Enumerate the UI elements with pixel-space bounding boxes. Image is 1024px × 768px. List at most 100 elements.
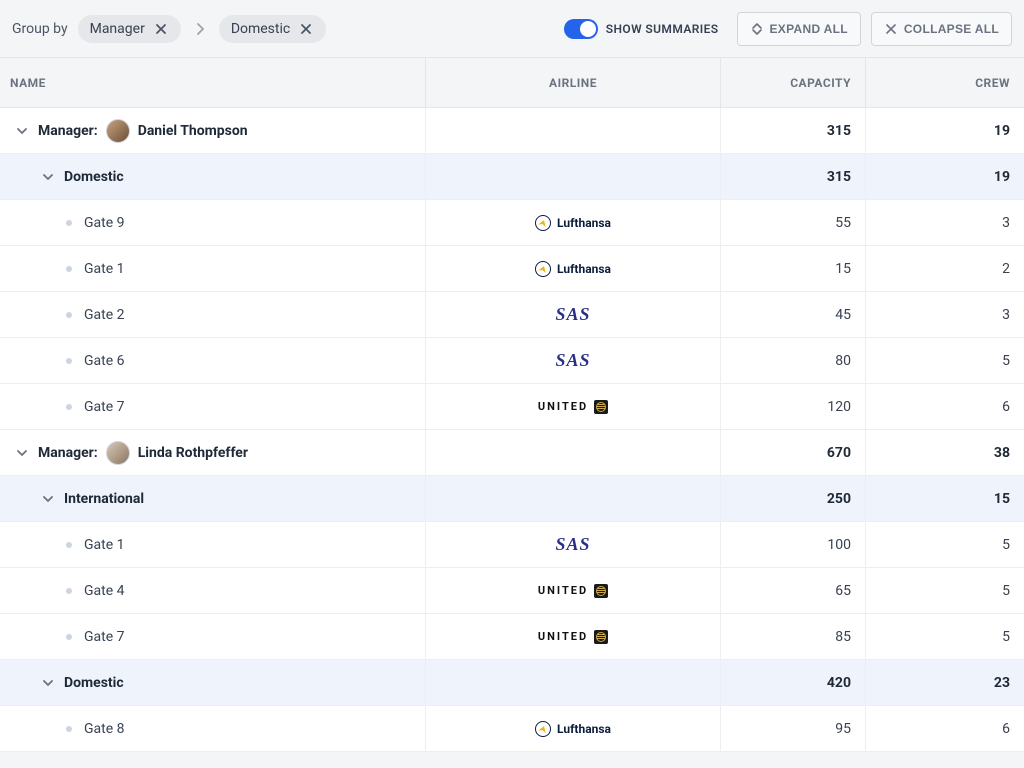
gate-name: Gate 1 xyxy=(84,261,125,277)
united-globe-icon xyxy=(594,584,608,598)
airline-united: UNITED xyxy=(538,584,608,598)
bullet-icon xyxy=(66,358,72,364)
airline-lufthansa: Lufthansa xyxy=(535,215,611,231)
manager-group-row[interactable]: Manager: Linda Rothpfeffer 67038 xyxy=(0,430,1024,476)
table-row[interactable]: Gate 8Lufthansa956 xyxy=(0,706,1024,752)
subgroup-row[interactable]: Domestic42023 xyxy=(0,660,1024,706)
united-globe-icon xyxy=(594,400,608,414)
bullet-icon xyxy=(66,312,72,318)
group-chip-manager[interactable]: Manager xyxy=(78,15,181,43)
crew-value: 5 xyxy=(865,614,1024,659)
crew-value: 6 xyxy=(865,706,1024,751)
bullet-icon xyxy=(66,726,72,732)
data-grid: Manager:Daniel Thompson31519Domestic3151… xyxy=(0,108,1024,752)
airline-label: Lufthansa xyxy=(557,722,611,736)
bullet-icon xyxy=(66,542,72,548)
airline-label: Lufthansa xyxy=(557,262,611,276)
manager-name: Daniel Thompson xyxy=(138,123,248,139)
crew-value: 5 xyxy=(865,522,1024,567)
manager-name: Linda Rothpfeffer xyxy=(138,445,248,461)
button-label: EXPAND ALL xyxy=(770,22,848,36)
airline-sas: SAS xyxy=(555,350,590,371)
united-globe-icon xyxy=(594,630,608,644)
chevron-down-icon[interactable] xyxy=(14,445,30,461)
airline-sas: SAS xyxy=(555,534,590,555)
capacity-value: 80 xyxy=(720,338,865,383)
avatar xyxy=(106,119,130,143)
table-row[interactable]: Gate 4 UNITED 655 xyxy=(0,568,1024,614)
bullet-icon xyxy=(66,404,72,410)
airline-label: UNITED xyxy=(538,584,588,597)
group-chip-domestic[interactable]: Domestic xyxy=(219,15,326,43)
table-row[interactable]: Gate 7 UNITED 1206 xyxy=(0,384,1024,430)
gate-name: Gate 1 xyxy=(84,537,125,553)
column-header-airline[interactable]: AIRLINE xyxy=(425,58,720,107)
airline-united: UNITED xyxy=(538,400,608,414)
column-header-name[interactable]: NAME xyxy=(0,76,425,90)
manager-group-row[interactable]: Manager: Daniel Thompson 31519 xyxy=(0,108,1024,154)
gate-name: Gate 2 xyxy=(84,307,125,323)
crew-value: 5 xyxy=(865,338,1024,383)
capacity-value: 65 xyxy=(720,568,865,613)
lufthansa-icon xyxy=(535,215,551,231)
table-row[interactable]: Gate 6SAS805 xyxy=(0,338,1024,384)
airline-label: UNITED xyxy=(538,400,588,413)
show-summaries-toggle[interactable]: SHOW SUMMARIES xyxy=(564,19,719,39)
manager-prefix: Manager: xyxy=(38,445,98,461)
table-row[interactable]: Gate 7 UNITED 855 xyxy=(0,614,1024,660)
capacity-value: 45 xyxy=(720,292,865,337)
gate-name: Gate 9 xyxy=(84,215,125,231)
chevron-down-icon[interactable] xyxy=(40,491,56,507)
toggle-label: SHOW SUMMARIES xyxy=(606,22,719,36)
toggle-switch-icon[interactable] xyxy=(564,19,598,39)
capacity-value: 120 xyxy=(720,384,865,429)
gate-name: Gate 7 xyxy=(84,399,125,415)
subgroup-label: International xyxy=(64,491,144,507)
summary-crew: 38 xyxy=(865,430,1024,475)
crew-value: 5 xyxy=(865,568,1024,613)
table-row[interactable]: Gate 9Lufthansa553 xyxy=(0,200,1024,246)
summary-capacity: 670 xyxy=(720,430,865,475)
airline-united: UNITED xyxy=(538,630,608,644)
capacity-value: 55 xyxy=(720,200,865,245)
gate-name: Gate 4 xyxy=(84,583,125,599)
summary-crew: 19 xyxy=(865,108,1024,153)
chevron-down-icon[interactable] xyxy=(40,169,56,185)
column-header-capacity[interactable]: CAPACITY xyxy=(720,58,865,107)
table-row[interactable]: Gate 1Lufthansa152 xyxy=(0,246,1024,292)
summary-capacity: 315 xyxy=(720,108,865,153)
column-header-crew[interactable]: CREW xyxy=(865,58,1024,107)
manager-prefix: Manager: xyxy=(38,123,98,139)
crew-value: 6 xyxy=(865,384,1024,429)
airline-lufthansa: Lufthansa xyxy=(535,721,611,737)
airline-label: SAS xyxy=(555,304,590,325)
collapse-all-button[interactable]: COLLAPSE ALL xyxy=(871,12,1012,46)
bullet-icon xyxy=(66,588,72,594)
column-header-row: NAME AIRLINE CAPACITY CREW xyxy=(0,58,1024,108)
chip-label: Domestic xyxy=(231,21,290,37)
table-row[interactable]: Gate 1 SAS 1005 xyxy=(0,522,1024,568)
table-row[interactable]: Gate 2 SAS 453 xyxy=(0,292,1024,338)
close-icon[interactable] xyxy=(298,21,314,37)
toolbar: Group by Manager Domestic SHOW SUMMARIES… xyxy=(0,0,1024,58)
expand-icon xyxy=(750,22,764,36)
capacity-value: 85 xyxy=(720,614,865,659)
airline-sas: SAS xyxy=(555,304,590,325)
expand-all-button[interactable]: EXPAND ALL xyxy=(737,12,861,46)
group-by-label: Group by xyxy=(12,21,68,37)
subgroup-row[interactable]: International25015 xyxy=(0,476,1024,522)
gate-name: Gate 7 xyxy=(84,629,125,645)
airline-label: SAS xyxy=(555,534,590,555)
subgroup-row[interactable]: Domestic31519 xyxy=(0,154,1024,200)
close-icon[interactable] xyxy=(153,21,169,37)
summary-crew: 15 xyxy=(865,476,1024,521)
capacity-value: 100 xyxy=(720,522,865,567)
crew-value: 3 xyxy=(865,292,1024,337)
chevron-down-icon[interactable] xyxy=(40,675,56,691)
bullet-icon xyxy=(66,634,72,640)
chevron-down-icon[interactable] xyxy=(14,123,30,139)
lufthansa-icon xyxy=(535,261,551,277)
button-label: COLLAPSE ALL xyxy=(904,22,999,36)
airline-label: UNITED xyxy=(538,630,588,643)
chip-label: Manager xyxy=(90,21,145,37)
